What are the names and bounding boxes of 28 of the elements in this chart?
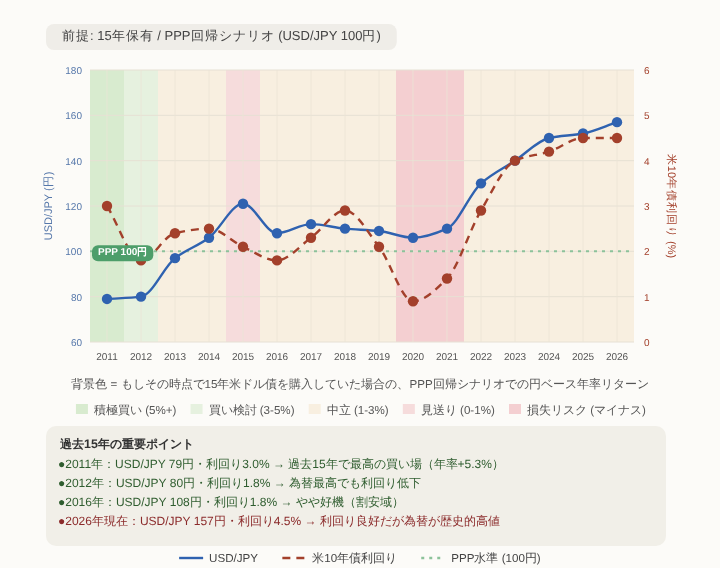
point [407, 296, 419, 307]
point [203, 223, 215, 234]
point [271, 228, 283, 239]
point [373, 241, 385, 252]
point [237, 241, 249, 252]
point [339, 223, 351, 234]
point [339, 205, 351, 216]
point [203, 232, 215, 243]
point [271, 255, 283, 266]
point [543, 132, 555, 144]
point [101, 293, 113, 305]
point [577, 132, 589, 144]
point [237, 198, 249, 209]
point [441, 273, 453, 284]
point [373, 225, 385, 237]
point [475, 205, 487, 216]
point [305, 232, 317, 243]
point [305, 218, 317, 230]
point [543, 146, 555, 157]
point [407, 232, 419, 243]
point [169, 228, 181, 239]
point [611, 116, 623, 128]
point [441, 223, 453, 234]
point [169, 252, 181, 264]
point [475, 178, 487, 189]
point [101, 200, 113, 212]
point [135, 291, 147, 302]
point [611, 132, 623, 144]
